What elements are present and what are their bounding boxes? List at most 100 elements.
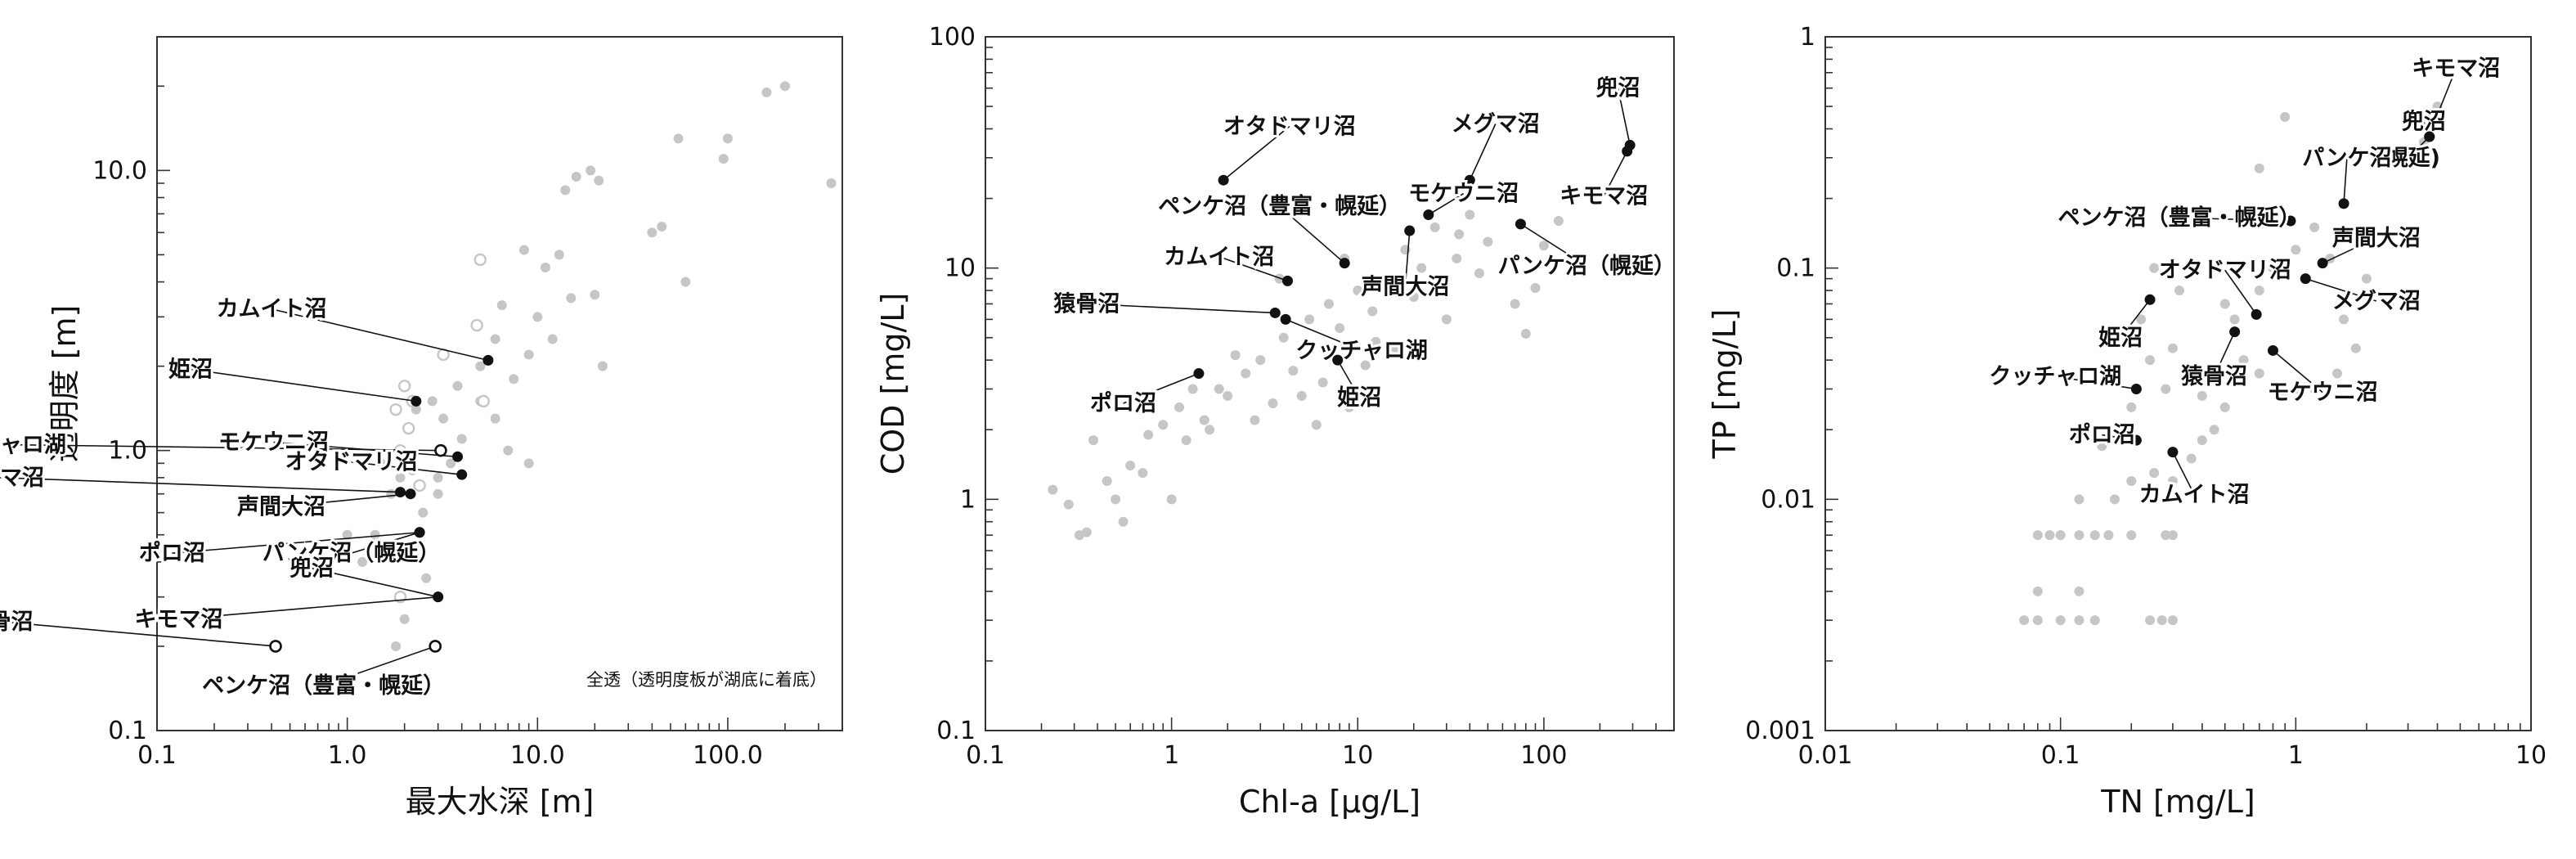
leader-line xyxy=(2436,68,2457,115)
data-point xyxy=(1441,314,1452,325)
data-point xyxy=(1304,314,1315,325)
data-point xyxy=(547,334,558,344)
open-data-point xyxy=(413,479,426,492)
leader-line xyxy=(2272,349,2323,394)
data-point xyxy=(1311,420,1322,430)
data-point xyxy=(1223,390,1233,401)
x-tick-label: 0.01 xyxy=(1798,741,1853,770)
data-point xyxy=(779,81,790,92)
leader-line xyxy=(2120,299,2151,339)
leader-line xyxy=(280,492,411,508)
data-point xyxy=(2229,314,2240,325)
data-point xyxy=(673,133,684,144)
x-tick-label: 0.1 xyxy=(137,741,177,770)
highlight-point xyxy=(2285,215,2296,227)
data-point xyxy=(456,434,467,444)
point-label: (幌延) xyxy=(2376,146,2440,171)
point-label: キモマ沼 xyxy=(2412,56,2500,82)
data-point xyxy=(1250,415,1260,425)
leader-line xyxy=(2343,157,2348,204)
point-label: クッチャロ湖 xyxy=(1989,364,2121,389)
data-point xyxy=(509,374,519,385)
data-point xyxy=(1125,461,1136,471)
data-point xyxy=(2268,384,2278,394)
data-point xyxy=(1317,377,1328,388)
data-point xyxy=(391,641,402,651)
point-label: 声間大沼 xyxy=(1361,275,1449,300)
data-point xyxy=(2238,355,2249,366)
highlight-point xyxy=(394,487,406,498)
leader-line xyxy=(1520,223,1587,267)
x-axis-label: 最大水深 [m] xyxy=(406,784,595,820)
data-point xyxy=(357,556,368,567)
data-point xyxy=(1205,425,1215,435)
data-point xyxy=(2136,314,2147,325)
data-point xyxy=(452,380,463,391)
point-label: 声間大沼 xyxy=(2332,226,2421,251)
leader-line xyxy=(2304,277,2377,302)
x-axis-label: TN [mg/L] xyxy=(2100,784,2255,820)
data-point xyxy=(2361,390,2372,401)
leader-line xyxy=(1469,124,1497,181)
data-point xyxy=(1408,291,1419,302)
data-point xyxy=(2161,384,2171,394)
point-label: 猿骨沼 xyxy=(1052,291,1120,317)
data-point xyxy=(2197,435,2207,446)
data-point xyxy=(1530,283,1541,294)
data-point xyxy=(2074,615,2085,626)
data-point xyxy=(2032,615,2043,626)
data-point xyxy=(2126,475,2137,486)
data-point xyxy=(2044,530,2055,541)
data-point xyxy=(2032,530,2043,541)
highlight-point xyxy=(456,469,468,480)
data-point xyxy=(1353,286,1363,296)
data-point xyxy=(1452,253,1462,263)
y-tick-label: 1 xyxy=(1800,23,1815,52)
x-tick-label: 100.0 xyxy=(693,741,763,770)
point-label: 兜沼 xyxy=(2402,110,2446,135)
point-label: メグマ沼 xyxy=(1452,110,1540,137)
highlight-point xyxy=(2432,109,2444,120)
point-label: モケウニ沼 xyxy=(2268,380,2378,406)
point-label: ポロ沼 xyxy=(1090,391,1156,416)
data-point xyxy=(571,171,581,182)
data-point xyxy=(421,573,432,583)
highlight-point xyxy=(1269,307,1281,318)
data-point xyxy=(590,290,600,300)
point-label: メグマ沼 xyxy=(0,465,44,491)
data-point xyxy=(1102,475,1112,486)
leader-line xyxy=(0,477,401,493)
point-label: ポロ沼 xyxy=(2069,423,2135,448)
data-point xyxy=(1181,435,1192,446)
point-label: ペンケ沼（豊富・幌延） xyxy=(1158,193,1401,219)
data-point xyxy=(2089,530,2100,541)
point-label: ペンケ沼（豊富・幌延） xyxy=(2058,205,2300,231)
y-tick-label: 100 xyxy=(929,23,976,52)
data-point xyxy=(446,458,456,469)
data-point xyxy=(427,396,438,407)
y-tick-label: 10.0 xyxy=(92,156,147,185)
leader-line xyxy=(2322,237,2377,264)
data-point xyxy=(438,413,449,424)
data-point xyxy=(1230,350,1241,361)
data-point xyxy=(1429,222,1440,232)
highlight-point xyxy=(2300,273,2311,285)
leader-line xyxy=(351,461,462,475)
y-tick-label: 10 xyxy=(945,254,976,283)
highlight-point xyxy=(1193,368,1205,380)
leader-line xyxy=(1285,318,1362,352)
highlight-point xyxy=(1280,313,1291,325)
open-data-point xyxy=(470,318,483,332)
open-data-point xyxy=(397,380,411,393)
open-data-point xyxy=(473,253,487,267)
data-point xyxy=(540,263,550,273)
highlight-point xyxy=(269,640,282,653)
highlight-point xyxy=(2130,434,2142,446)
data-point xyxy=(2019,615,2030,626)
point-label: モケウニ沼 xyxy=(1408,182,1519,207)
data-point xyxy=(2126,530,2137,541)
data-point xyxy=(1324,299,1335,309)
data-point xyxy=(2209,425,2219,435)
leader-line xyxy=(1123,372,1200,404)
